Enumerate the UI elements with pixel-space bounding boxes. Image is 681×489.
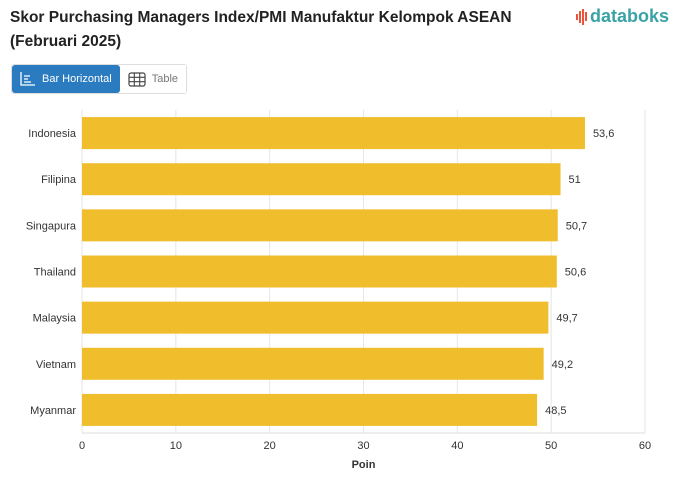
category-label: Malaysia	[33, 313, 77, 325]
chart-title: Skor Purchasing Managers Index/PMI Manuf…	[10, 9, 512, 50]
data-label: 49,2	[552, 359, 573, 371]
x-tick-label: 40	[451, 440, 463, 452]
data-label: 51	[569, 174, 581, 186]
bar-horizontal-label: Bar Horizontal	[42, 73, 112, 85]
x-tick-label: 20	[264, 440, 276, 452]
bar	[82, 347, 544, 380]
data-label: 48,5	[545, 405, 566, 417]
x-tick-label: 60	[639, 440, 651, 452]
category-label: Thailand	[34, 267, 76, 279]
table-button[interactable]: Table	[119, 65, 186, 93]
category-label: Vietnam	[36, 359, 76, 371]
bar	[82, 301, 549, 334]
category-label: Filipina	[41, 174, 77, 186]
table-label: Table	[151, 73, 178, 85]
view-toggle: Bar Horizontal Table	[11, 64, 187, 94]
bar	[82, 163, 561, 196]
databoks-logo: databoks	[576, 6, 669, 27]
bar-horizontal-button[interactable]: Bar Horizontal	[12, 65, 120, 93]
logo-mark-icon	[576, 8, 587, 25]
x-tick-label: 30	[357, 440, 369, 452]
category-label: Singapura	[26, 220, 77, 232]
bar	[82, 255, 557, 288]
data-label: 53,6	[593, 128, 614, 140]
data-label: 50,7	[566, 220, 587, 232]
x-tick-label: 10	[170, 440, 182, 452]
bar-chart-icon	[20, 72, 35, 86]
x-tick-label: 50	[545, 440, 557, 452]
table-grid-icon	[128, 71, 146, 87]
category-label: Myanmar	[30, 405, 76, 417]
x-axis-title: Poin	[352, 459, 376, 471]
bar	[82, 209, 558, 242]
bar	[82, 393, 538, 426]
data-label: 49,7	[556, 313, 577, 325]
data-label: 50,6	[565, 267, 586, 279]
x-tick-label: 0	[79, 440, 85, 452]
logo-text: databoks	[590, 6, 670, 26]
category-label: Indonesia	[28, 128, 77, 140]
bar	[82, 117, 585, 150]
